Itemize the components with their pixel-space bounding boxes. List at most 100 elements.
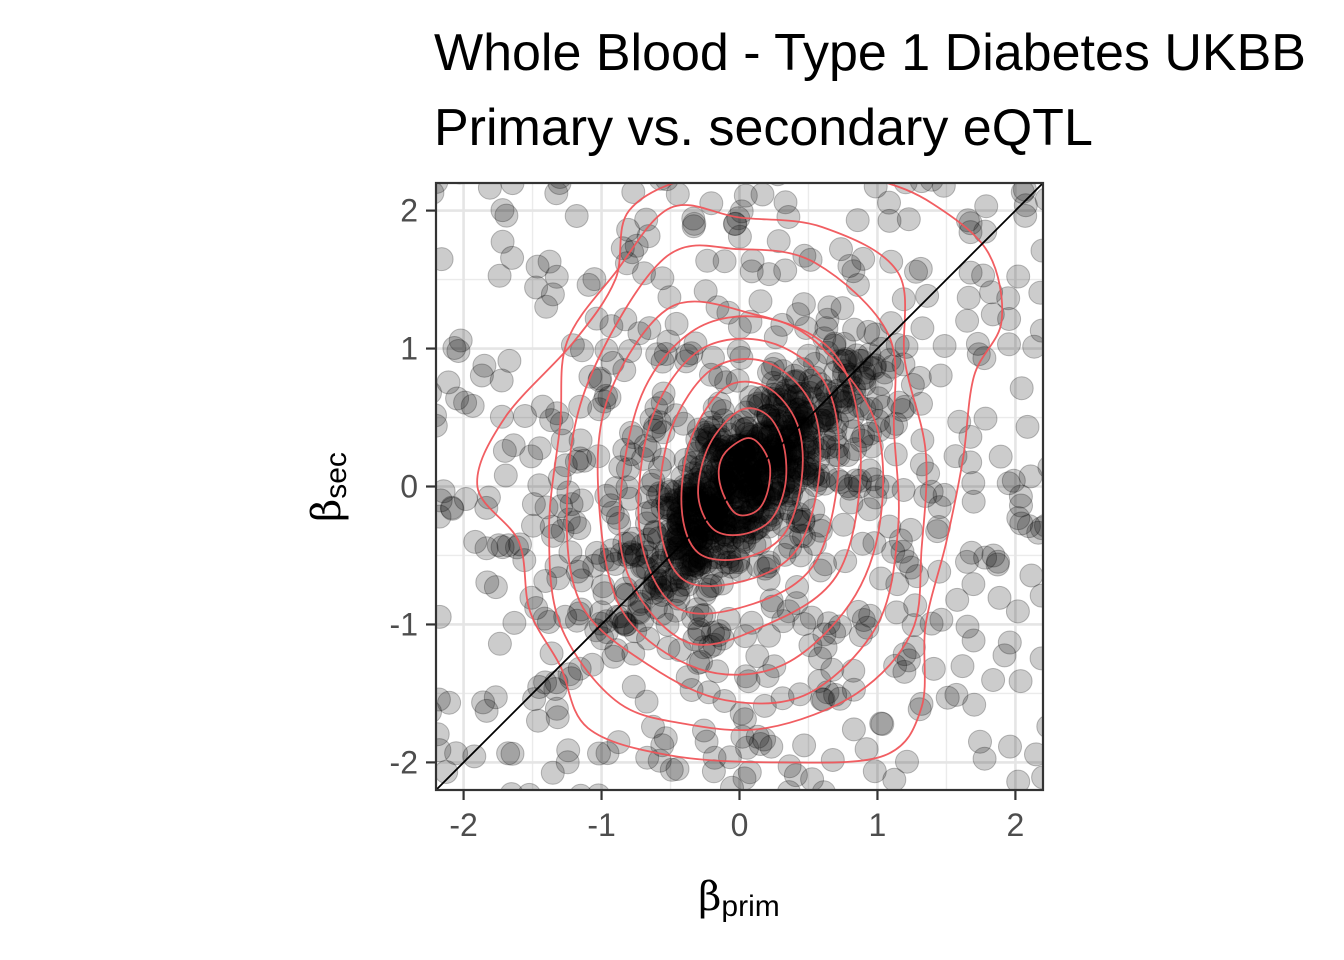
point-1351: [812, 780, 836, 790]
point-679: [445, 386, 470, 411]
point-1358: [544, 696, 569, 721]
point-1107: [1009, 493, 1033, 518]
point-1258: [540, 760, 565, 785]
chart-title: Whole Blood - Type 1 Diabetes UKBB: [434, 24, 1306, 82]
point-1236: [539, 408, 564, 433]
point-862: [961, 572, 986, 597]
point-206: [679, 486, 704, 511]
x-tick-label-3: 1: [869, 807, 887, 843]
point-1328: [737, 760, 762, 785]
point-634: [777, 479, 802, 504]
point-5: [759, 487, 784, 512]
point-1: [683, 487, 708, 512]
x-tick-label-4: 2: [1007, 807, 1025, 843]
point-1147: [477, 183, 502, 200]
point-8: [743, 463, 768, 488]
point-684: [802, 532, 827, 556]
point-518: [678, 473, 702, 498]
point-258: [587, 741, 611, 766]
point-1188: [436, 479, 456, 504]
point-429: [650, 495, 675, 520]
point-1179: [898, 517, 923, 542]
point-42: [750, 421, 775, 446]
point-500: [716, 422, 741, 447]
point-854: [756, 514, 781, 539]
point-1324: [908, 256, 933, 281]
point-384: [730, 463, 755, 488]
point-805: [1050, 446, 1073, 469]
point-917: [950, 654, 975, 679]
point-1121: [945, 587, 970, 612]
point-820: [894, 334, 919, 359]
point-1033: [650, 266, 675, 291]
point-1218: [599, 314, 624, 339]
point-898: [526, 708, 550, 733]
point-92: [746, 490, 770, 515]
point-633: [717, 544, 742, 569]
point-852: [1106, 614, 1129, 637]
point-572: [687, 552, 712, 577]
point-27: [655, 492, 680, 517]
point-1185: [777, 754, 802, 779]
point-186: [667, 536, 691, 561]
point-324: [687, 555, 712, 580]
point-988: [695, 422, 720, 447]
point-1028: [862, 759, 887, 784]
point-813: [956, 285, 981, 310]
point-533: [743, 516, 768, 541]
point-155: [661, 537, 686, 561]
point-945: [1067, 583, 1090, 606]
point-1114: [750, 183, 775, 207]
point-869: [642, 418, 667, 443]
contour-level-1: [697, 407, 788, 537]
point-835: [600, 538, 624, 563]
point-616: [677, 552, 702, 577]
point-182: [685, 483, 709, 508]
point-775: [961, 489, 986, 514]
point-863: [490, 535, 515, 560]
point-314: [590, 626, 615, 651]
point-1345: [448, 328, 473, 353]
point-756: [558, 540, 583, 565]
point-711: [854, 737, 879, 762]
point-876: [997, 332, 1021, 357]
point-1129: [490, 198, 515, 223]
point-1229: [471, 690, 496, 715]
point-1348: [747, 386, 772, 411]
point-1155: [828, 614, 852, 639]
point-676: [619, 420, 643, 445]
point-807: [707, 423, 732, 448]
point-821: [955, 614, 980, 639]
point-1341: [907, 365, 932, 390]
point-747: [527, 473, 552, 498]
point-334: [733, 466, 758, 491]
point-132: [665, 579, 690, 603]
point-688: [943, 444, 968, 469]
point-1232: [962, 692, 987, 717]
point-1362: [1009, 511, 1034, 536]
point-1051: [668, 490, 693, 515]
point-355: [612, 531, 637, 556]
point-4: [668, 509, 693, 534]
point-1019: [786, 302, 811, 327]
chart-subtitle: Primary vs. secondary eQTL: [434, 99, 1093, 157]
point-1239: [981, 543, 1006, 568]
point-1100: [446, 339, 471, 363]
point-707: [527, 436, 552, 461]
point-861: [650, 390, 675, 415]
point-883: [570, 338, 594, 363]
point-1349: [1034, 187, 1043, 211]
y-tick-label-1: -1: [390, 606, 418, 642]
point-94: [684, 468, 709, 492]
point-1294: [777, 780, 801, 790]
point-202: [798, 368, 823, 393]
point-1152: [500, 245, 525, 270]
point-953: [756, 567, 781, 592]
point-977: [761, 370, 786, 395]
point-256: [634, 511, 659, 536]
point-1080: [748, 289, 773, 314]
point-1296: [997, 630, 1022, 655]
point-671: [861, 467, 886, 492]
point-1360: [436, 488, 453, 513]
point-161: [672, 477, 697, 502]
